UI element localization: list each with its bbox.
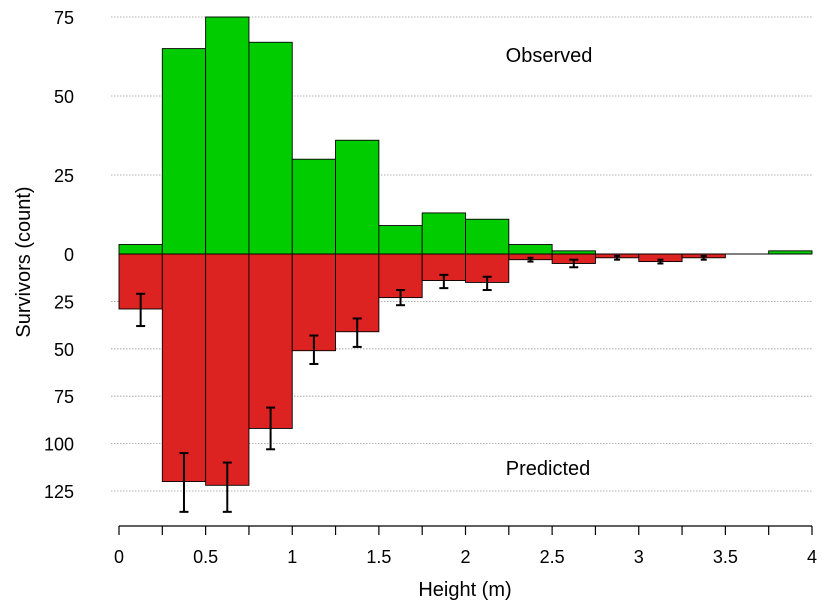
y-tick-label-predicted: 75 (54, 387, 74, 407)
x-tick-label: 2.5 (540, 547, 565, 567)
x-tick-label: 4 (807, 547, 817, 567)
x-tick-label: 0.5 (193, 547, 218, 567)
bar-observed (421, 212, 466, 255)
y-tick-label-observed: 50 (54, 87, 74, 107)
bar-observed (118, 244, 163, 255)
bar-observed (205, 16, 250, 255)
y-tick-label-observed: 0 (64, 245, 74, 265)
x-tick-label: 1 (287, 547, 297, 567)
error-bars (136, 254, 707, 513)
x-tick-label: 3 (634, 547, 644, 567)
y-tick-label-predicted: 25 (54, 292, 74, 312)
x-tick-label: 1.5 (366, 547, 391, 567)
y-axis: 75 50 25 0 25 50 75 100 125 (44, 8, 74, 502)
bar-observed (335, 139, 380, 255)
x-axis-label: Height (m) (418, 579, 511, 601)
x-tick-label: 0 (114, 547, 124, 567)
bar-predicted (205, 253, 250, 486)
bar-observed (161, 48, 207, 255)
y-tick-label-observed: 75 (54, 8, 74, 28)
y-tick-label-predicted: 125 (44, 482, 74, 502)
x-axis: 0 0.5 1 1.5 2 2.5 3 3.5 4 (114, 525, 817, 567)
series-label-predicted: Predicted (506, 458, 591, 480)
bar-observed (508, 244, 553, 255)
y-tick-label-predicted: 100 (44, 435, 74, 455)
x-tick-label: 2 (460, 547, 470, 567)
bar-observed (378, 225, 423, 255)
x-tick-label: 3.5 (713, 547, 738, 567)
series-label-observed: Observed (506, 45, 593, 67)
bar-observed (248, 41, 293, 255)
bars (118, 16, 813, 486)
y-axis-label: Survivors (count) (13, 186, 35, 337)
bar-predicted (248, 253, 293, 429)
bar-observed (465, 218, 510, 255)
bar-observed (291, 158, 337, 255)
y-tick-label-predicted: 50 (54, 340, 74, 360)
y-tick-label-observed: 25 (54, 166, 74, 186)
bar-predicted (161, 253, 207, 482)
